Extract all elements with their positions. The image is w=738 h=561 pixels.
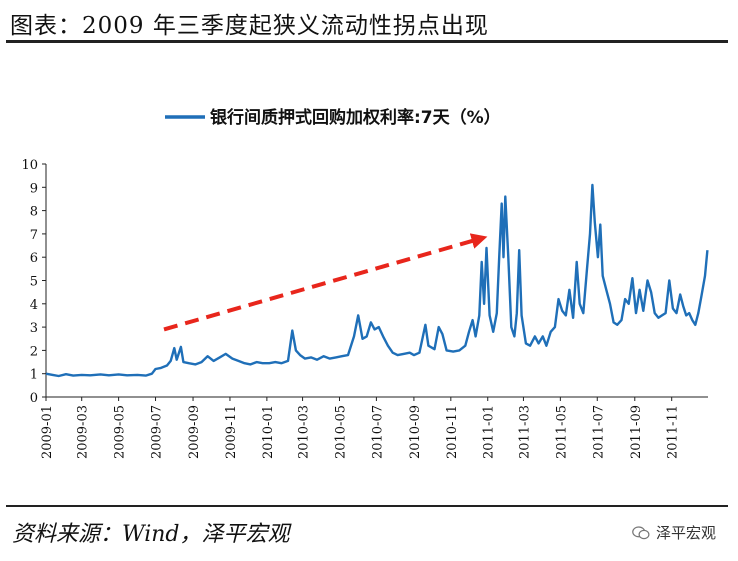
x-tick-label: 2011-11 [666, 405, 681, 459]
y-tick-label: 10 [21, 158, 38, 173]
chart-axes [45, 164, 708, 398]
y-tick-label: 1 [30, 368, 38, 383]
x-tick-label: 2009-09 [187, 405, 202, 459]
brand-name: 泽平宏观 [655, 524, 716, 542]
x-tick-label: 2009-01 [40, 405, 55, 459]
y-tick-label: 6 [30, 251, 38, 266]
source-note: 资料来源：Wind，泽平宏观 [12, 522, 290, 547]
x-tick-label: 2011-09 [629, 405, 644, 459]
x-tick-label: 2011-01 [482, 405, 497, 459]
chart-legend: 银行间质押式回购加权利率:7天（%） [165, 107, 501, 128]
x-tick-label: 2010-07 [370, 405, 385, 459]
x-tick-label: 2011-07 [591, 405, 606, 459]
x-tick-label: 2010-01 [261, 405, 276, 459]
y-tick-label: 7 [30, 228, 38, 243]
x-tick-label: 2011-03 [517, 405, 532, 459]
x-tick-label: 2010-11 [445, 405, 460, 459]
legend-label: 银行间质押式回购加权利率:7天（%） [210, 107, 501, 128]
footer-divider [6, 505, 728, 507]
x-tick-label: 2010-05 [333, 405, 348, 459]
brand-watermark: 泽平宏观 [632, 522, 716, 543]
page-title: 图表：2009 年三季度起狭义流动性拐点出现 [10, 13, 489, 39]
wechat-icon [632, 525, 650, 539]
series-line-7d-repo-rate [45, 183, 709, 378]
y-axis-ticks: 0 1 2 3 4 5 6 7 8 9 10 [21, 158, 46, 406]
y-tick-label: 3 [30, 321, 38, 336]
x-tick-label: 2009-07 [150, 405, 165, 459]
y-tick-label: 9 [30, 181, 38, 196]
x-tick-label: 2009-05 [113, 405, 128, 459]
x-tick-label: 2011-05 [554, 405, 569, 459]
x-tick-label: 2009-11 [224, 405, 239, 459]
x-tick-label: 2010-09 [408, 405, 423, 459]
y-tick-label: 5 [30, 275, 38, 290]
x-axis-ticks: 2009-01 2009-03 2009-05 2009-07 2009-09 2009-… [40, 397, 681, 459]
x-tick-label: 2010-03 [297, 405, 312, 459]
y-tick-label: 4 [30, 298, 38, 313]
trend-arrow [163, 233, 488, 332]
y-tick-label: 0 [30, 391, 38, 406]
y-tick-label: 2 [30, 344, 38, 359]
title-divider [6, 40, 728, 43]
x-tick-label: 2009-03 [76, 405, 91, 459]
y-tick-label: 8 [30, 205, 38, 220]
